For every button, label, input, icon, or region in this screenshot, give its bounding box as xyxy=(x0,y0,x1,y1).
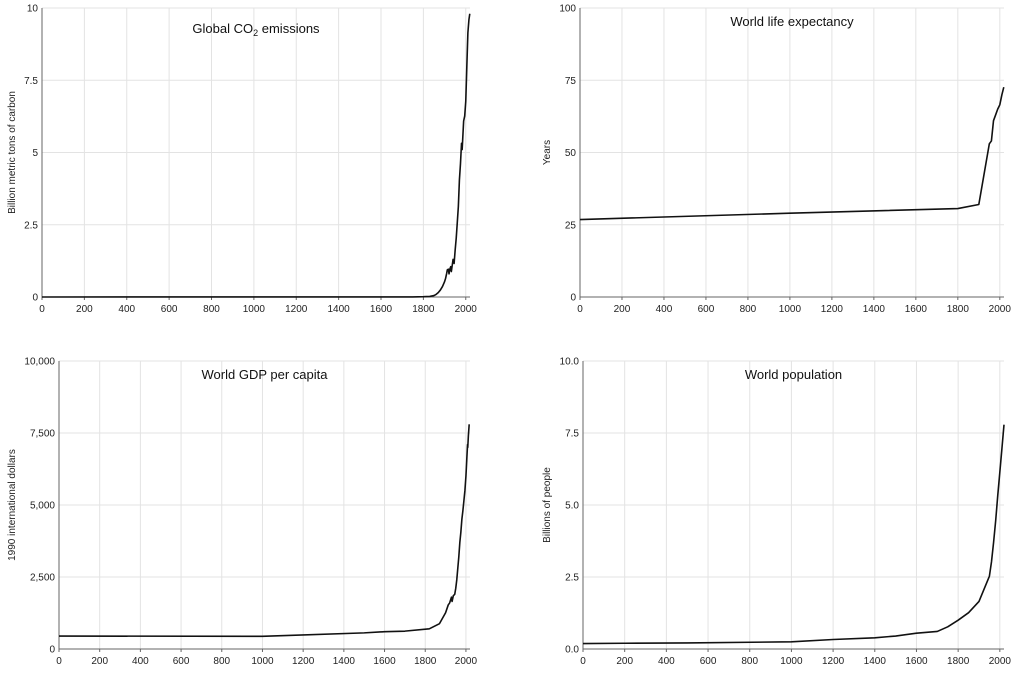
x-tick-label: 1000 xyxy=(251,656,274,667)
x-tick-label: 1200 xyxy=(292,656,315,667)
x-tick-label: 1600 xyxy=(373,656,396,667)
y-tick-label: 5,000 xyxy=(30,501,55,512)
x-tick-label: 200 xyxy=(76,304,93,315)
x-tick-label: 800 xyxy=(213,656,230,667)
series-line xyxy=(582,424,1005,645)
chart-title: World population xyxy=(745,367,842,382)
x-tick-label: 1400 xyxy=(863,304,886,315)
x-tick-label: 800 xyxy=(741,656,758,667)
x-tick-label: 800 xyxy=(203,304,220,315)
x-tick-label: 1800 xyxy=(412,304,435,315)
x-tick-label: 400 xyxy=(132,656,149,667)
y-tick-label: 0 xyxy=(49,645,55,656)
y-tick-label: 10.0 xyxy=(560,357,580,368)
y-tick-label: 7.5 xyxy=(24,76,38,87)
x-tick-label: 1800 xyxy=(414,656,437,667)
y-tick-label: 10,000 xyxy=(24,357,55,368)
y-tick-label: 2.5 xyxy=(565,573,579,584)
y-axis-label: Billions of people xyxy=(542,467,553,543)
x-tick-label: 2000 xyxy=(455,304,478,315)
y-tick-label: 25 xyxy=(565,220,577,231)
chart-title: World GDP per capita xyxy=(202,367,329,382)
x-tick-label: 1400 xyxy=(333,656,356,667)
y-axis-label: 1990 international dollars xyxy=(7,449,18,561)
y-tick-label: 7,500 xyxy=(30,429,55,440)
chart-title-suffix: emissions xyxy=(258,21,320,36)
y-axis-label: Years xyxy=(542,140,553,165)
x-tick-label: 1800 xyxy=(947,304,970,315)
y-tick-label: 0 xyxy=(570,293,576,304)
y-tick-label: 2.5 xyxy=(24,220,38,231)
x-tick-label: 400 xyxy=(656,304,673,315)
x-tick-label: 2000 xyxy=(989,656,1012,667)
series-line xyxy=(41,13,471,298)
chart-panel-4: 0 200 400 600 800 1000 1200 1400 1600 1800 2000 0.0… xyxy=(542,357,1011,668)
y-tick-label: 100 xyxy=(559,4,576,15)
series-line xyxy=(579,86,1005,221)
x-tick-label: 1200 xyxy=(285,304,308,315)
x-tick-label: 1000 xyxy=(243,304,266,315)
chart-title: World life expectancy xyxy=(730,14,854,29)
x-tick-label: 1400 xyxy=(864,656,887,667)
chart-title: Global CO2 emissions xyxy=(192,21,320,38)
x-tick-label: 1600 xyxy=(905,304,928,315)
x-tick-label: 200 xyxy=(616,656,633,667)
x-tick-label: 1600 xyxy=(370,304,393,315)
x-tick-label: 1000 xyxy=(780,656,803,667)
x-tick-label: 200 xyxy=(91,656,108,667)
chart-panel-1: 0 200 400 600 800 1000 1200 1400 1600 1800 2000 0 2.… xyxy=(7,4,477,316)
x-tick-label: 0 xyxy=(580,656,586,667)
x-tick-label: 600 xyxy=(700,656,717,667)
series-line xyxy=(58,424,470,638)
x-tick-label: 800 xyxy=(740,304,757,315)
x-tick-label: 400 xyxy=(118,304,135,315)
x-tick-label: 1000 xyxy=(779,304,802,315)
x-tick-label: 0 xyxy=(577,304,583,315)
x-tick-label: 2000 xyxy=(455,656,478,667)
x-tick-label: 600 xyxy=(173,656,190,667)
x-tick-label: 1200 xyxy=(822,656,845,667)
x-tick-label: 600 xyxy=(161,304,178,315)
y-tick-label: 10 xyxy=(27,4,39,15)
y-tick-label: 0.0 xyxy=(565,645,579,656)
x-tick-label: 1400 xyxy=(328,304,351,315)
y-tick-label: 2,500 xyxy=(30,573,55,584)
y-tick-label: 5.0 xyxy=(565,501,579,512)
chart-panel-2: 0 200 400 600 800 1000 1200 1400 1600 1800 2000 0 25… xyxy=(542,4,1011,316)
x-tick-label: 600 xyxy=(698,304,715,315)
chart-title-subscript: 2 xyxy=(253,28,258,38)
x-tick-label: 0 xyxy=(56,656,62,667)
x-tick-label: 1200 xyxy=(821,304,844,315)
x-tick-label: 400 xyxy=(658,656,675,667)
x-tick-label: 200 xyxy=(614,304,631,315)
y-axis-label: Billion metric tons of carbon xyxy=(7,91,18,214)
x-tick-label: 2000 xyxy=(989,304,1012,315)
y-tick-label: 5 xyxy=(32,148,38,159)
y-tick-label: 0 xyxy=(32,293,38,304)
y-tick-label: 50 xyxy=(565,148,577,159)
y-tick-label: 75 xyxy=(565,76,577,87)
y-tick-label: 7.5 xyxy=(565,429,579,440)
x-tick-label: 1800 xyxy=(947,656,970,667)
chart-panel-3: 0 200 400 600 800 1000 1200 1400 1600 1800 2000 0 2,… xyxy=(7,357,477,668)
x-tick-label: 1600 xyxy=(905,656,928,667)
x-tick-label: 0 xyxy=(39,304,45,315)
